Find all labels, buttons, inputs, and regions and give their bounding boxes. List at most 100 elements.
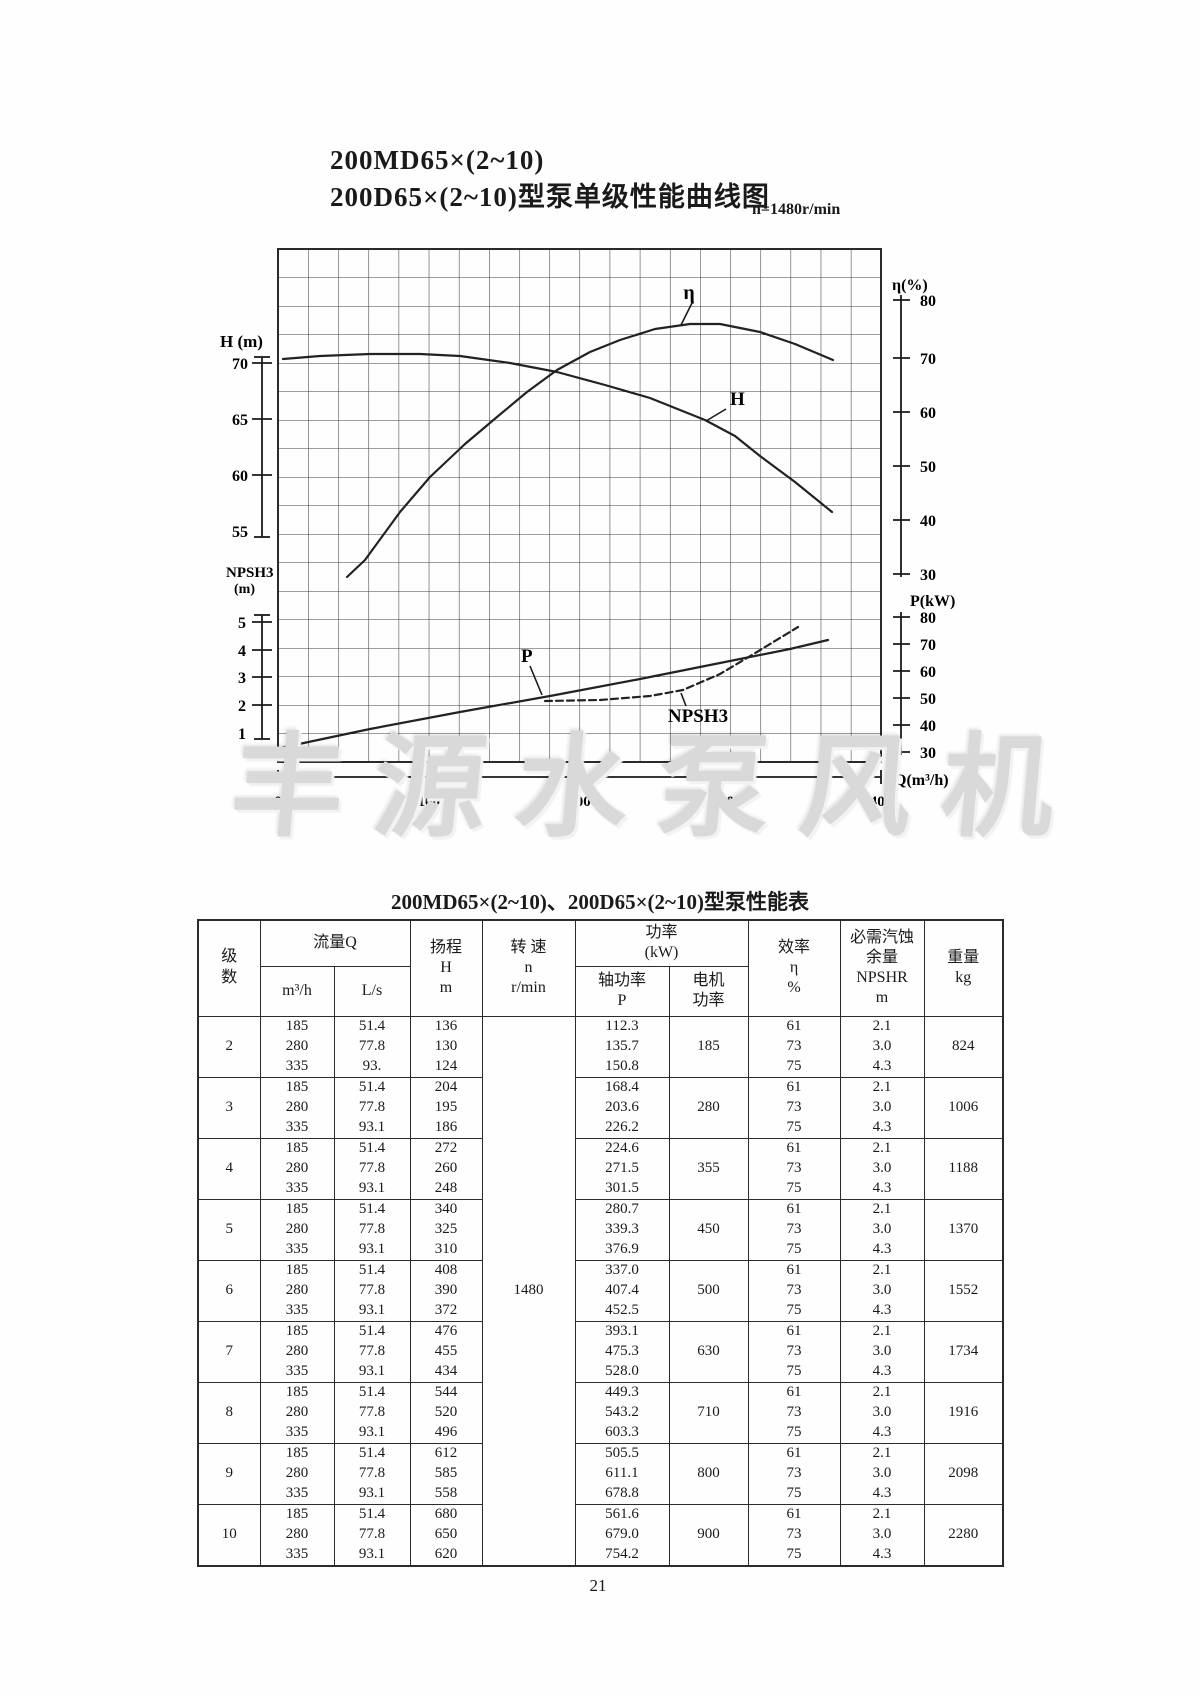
table-cell: 75 [747, 1178, 841, 1199]
motor-power-cell: 500 [668, 1259, 749, 1321]
table-row: 10 185 51.4 680 561.6 900 61 2.1 2280 [197, 1503, 1004, 1566]
table-cell: 335 [259, 1361, 335, 1382]
table-cell: 3.0 [839, 1280, 925, 1301]
table-cell: 271.5 [574, 1158, 670, 1179]
table-cell: 51.4 [333, 1198, 411, 1220]
table-cell: 408 [409, 1259, 483, 1281]
table-cell: 51.4 [333, 1137, 411, 1159]
stage-cell: 8 [197, 1381, 261, 1443]
table-cell: 476 [409, 1320, 483, 1342]
table-cell: 280 [259, 1524, 335, 1545]
svg-text:40: 40 [920, 718, 936, 735]
header-flow-m3h: m³/h [259, 965, 335, 1017]
table-cell: 73 [747, 1036, 841, 1057]
svg-text:40: 40 [920, 513, 936, 530]
table-cell: 93. [333, 1056, 411, 1077]
table-cell: 335 [259, 1178, 335, 1199]
table-cell: 280 [259, 1036, 335, 1057]
table-cell: 3.0 [839, 1158, 925, 1179]
eta-axis-ruler [893, 295, 910, 577]
table-cell: 280.7 [574, 1198, 670, 1220]
table-cell: 185 [259, 1015, 335, 1037]
performance-curve-chart: H (m) 70 65 60 55 NPSH3 (m) [170, 225, 970, 830]
q-axis-label: Q(m³/h) [894, 772, 949, 789]
stage-cell: 9 [197, 1442, 261, 1504]
svg-text:0: 0 [274, 794, 282, 810]
chart-title-line1: 200MD65×(2~10) [330, 145, 545, 175]
stage-cell: 10 [197, 1503, 261, 1566]
p-curve-label: P [521, 646, 533, 667]
svg-text:4: 4 [238, 643, 246, 660]
table-row: 280 77.8 650 679.0 73 3.0 [198, 1524, 1003, 1545]
table-cell: 4.3 [839, 1483, 925, 1504]
table-row: 7 185 51.4 476 393.1 630 61 2.1 1734 [197, 1320, 1004, 1382]
table-cell: 61 [747, 1442, 841, 1464]
table-cell: 4.3 [839, 1056, 925, 1077]
weight-cell: 1370 [923, 1198, 1004, 1260]
table-cell: 335 [259, 1422, 335, 1443]
table-cell: 77.8 [333, 1463, 411, 1484]
chart-title-line2: 200D65×(2~10)型泵单级性能曲线图 [330, 182, 770, 212]
header-power: 功率 (kW) [574, 919, 749, 967]
svg-text:30: 30 [920, 567, 936, 584]
table-row: 280 77.8 325 339.3 73 3.0 [198, 1219, 1003, 1240]
svg-text:60: 60 [920, 405, 936, 422]
h-curve-label: H [730, 389, 745, 410]
npsh-label-pointer [680, 692, 687, 707]
p-label-pointer [529, 665, 543, 696]
table-cell: 61 [747, 1320, 841, 1342]
table-cell: 51.4 [333, 1015, 411, 1037]
table-cell: 51.4 [333, 1442, 411, 1464]
table-cell: 203.6 [574, 1097, 670, 1118]
table-row: 335 93.1 372 452.5 75 4.3 [198, 1300, 1003, 1321]
table-cell: 51.4 [333, 1381, 411, 1403]
svg-text:2: 2 [238, 698, 246, 715]
motor-power-cell: 800 [668, 1442, 749, 1504]
table-cell: 75 [747, 1544, 841, 1567]
table-cell: 335 [259, 1239, 335, 1260]
table-cell: 75 [747, 1300, 841, 1321]
table-row: 280 77.8 130 135.7 73 3.0 [198, 1036, 1003, 1057]
header-head: 扬程 H m [409, 919, 483, 1017]
table-cell: 226.2 [574, 1117, 670, 1138]
table-cell: 73 [747, 1341, 841, 1362]
table-cell: 372 [409, 1300, 483, 1321]
svg-text:55: 55 [232, 524, 248, 541]
h-axis-ticks: 70 65 60 55 [232, 356, 248, 541]
table-header-row-1: 级数 流量Q 扬程 H m 转 速 n r/min 功率 (kW) 效率 [197, 919, 1004, 1017]
svg-text:70: 70 [232, 356, 248, 373]
performance-table: 级数 流量Q 扬程 H m 转 速 n r/min 功率 (kW) 效率 [197, 919, 1005, 1567]
table-cell: 204 [409, 1076, 483, 1098]
table-cell: 4.3 [839, 1239, 925, 1260]
table-row: 335 93.1 434 528.0 75 4.3 [198, 1361, 1003, 1382]
table-row: 9 185 51.4 612 505.5 800 61 2.1 2098 [197, 1442, 1004, 1504]
table-cell: 93.1 [333, 1544, 411, 1567]
table-cell: 75 [747, 1483, 841, 1504]
svg-text:50: 50 [920, 459, 936, 476]
table-cell: 51.4 [333, 1320, 411, 1342]
stage-cell: 5 [197, 1198, 261, 1260]
table-cell: 75 [747, 1056, 841, 1077]
table-cell: 136 [409, 1015, 483, 1037]
table-cell: 61 [747, 1381, 841, 1403]
table-cell: 544 [409, 1381, 483, 1403]
svg-text:60: 60 [920, 664, 936, 681]
table-cell: 75 [747, 1239, 841, 1260]
table-cell: 185 [259, 1137, 335, 1159]
table-cell: 520 [409, 1402, 483, 1423]
table-row: 3 185 51.4 204 168.4 280 61 2.1 1006 [197, 1076, 1004, 1138]
table-cell: 2.1 [839, 1442, 925, 1464]
weight-cell: 1552 [923, 1259, 1004, 1321]
weight-cell: 1734 [923, 1320, 1004, 1382]
table-cell: 260 [409, 1158, 483, 1179]
table-row: 8 185 51.4 544 449.3 710 61 2.1 1916 [197, 1381, 1004, 1443]
table-cell: 434 [409, 1361, 483, 1382]
motor-power-cell: 900 [668, 1503, 749, 1566]
stage-cell: 3 [197, 1076, 261, 1138]
table-cell: 475.3 [574, 1341, 670, 1362]
svg-text:80: 80 [920, 293, 936, 310]
table-cell: 185 [259, 1503, 335, 1525]
table-row: 335 93. 124 150.8 75 4.3 [198, 1056, 1003, 1077]
stage-cell: 2 [197, 1015, 261, 1077]
table-row: 280 77.8 260 271.5 73 3.0 [198, 1158, 1003, 1179]
